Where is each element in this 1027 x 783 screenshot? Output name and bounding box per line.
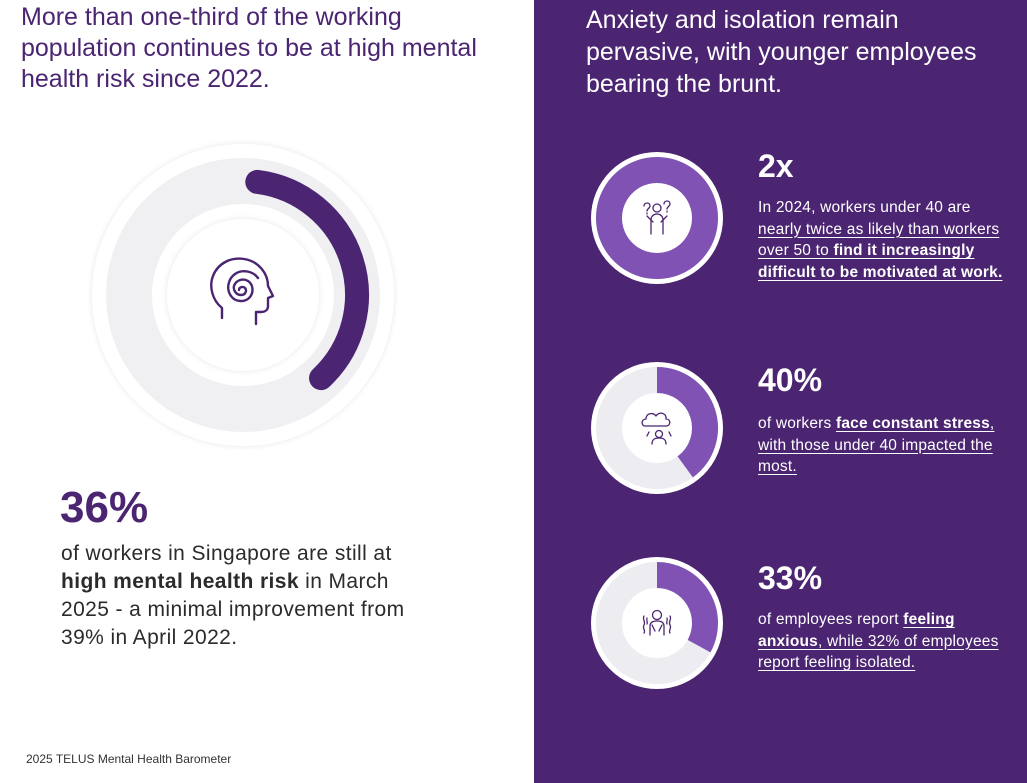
risk-arc	[245, 169, 369, 391]
ring-inner-disc	[624, 185, 690, 251]
mental-health-risk-ring	[92, 144, 394, 446]
item-text-1-c: find it increasingly difficult to be mot…	[758, 242, 1003, 281]
stat-description: of workers in Singapore are still at hig…	[61, 540, 441, 652]
stat-desc-bold: high mental health risk	[61, 570, 299, 593]
stressed-cloud-person-icon	[641, 412, 672, 445]
item-text-1: In 2024, workers under 40 are nearly twi…	[758, 197, 1003, 283]
stat-value: 36%	[60, 483, 149, 532]
right-heading: Anxiety and isolation remain pervasive, …	[586, 6, 977, 98]
item-text-2-c: , with those under 40 impacted the most.	[758, 415, 995, 475]
item-text-3-c: , while 32% of employees report feeling …	[758, 632, 999, 672]
item-text-3-b: feeling anxious	[758, 611, 955, 650]
source-note: 2025 TELUS Mental Health Barometer	[26, 752, 232, 766]
stat-ring-2	[591, 362, 723, 494]
stat-arc-3	[656, 562, 718, 653]
stat-arc-2	[656, 367, 718, 478]
stat-desc-text: of workers in Singapore are still at	[61, 542, 392, 565]
item-text-3: of employees report feeling anxious, whi…	[758, 609, 1003, 674]
item-value-2: 40%	[758, 362, 823, 398]
item-text-1-b: nearly twice as likely than workers over…	[758, 220, 1000, 260]
stat-desc-text-end: in March 2025 - a minimal improvement fr…	[61, 570, 405, 649]
item-text-2: of workers face constant stress, with th…	[758, 413, 1003, 478]
item-text-3-a: of employees report	[758, 611, 904, 628]
ring-inner-disc	[624, 590, 690, 656]
item-text-1-a: In 2024, workers under 40 are	[758, 199, 971, 216]
item-value-1: 2x	[758, 148, 794, 184]
item-value-3: 33%	[758, 560, 823, 596]
stat-ring-1	[591, 152, 723, 284]
stat-ring-3	[591, 557, 723, 689]
head-swirl-icon	[210, 257, 275, 326]
right-panel: Anxiety and isolation remain pervasive, …	[534, 0, 1027, 783]
stat-arc-1	[596, 157, 718, 279]
confused-person-icon	[643, 200, 671, 235]
item-text-2-b: face constant stress	[836, 415, 990, 432]
left-heading: More than one-third of the working popul…	[21, 3, 477, 93]
anxious-person-icon	[642, 609, 672, 636]
ring-inner-disc	[624, 395, 690, 461]
left-panel: More than one-third of the working popul…	[21, 3, 477, 766]
item-text-2-a: of workers	[758, 415, 836, 432]
